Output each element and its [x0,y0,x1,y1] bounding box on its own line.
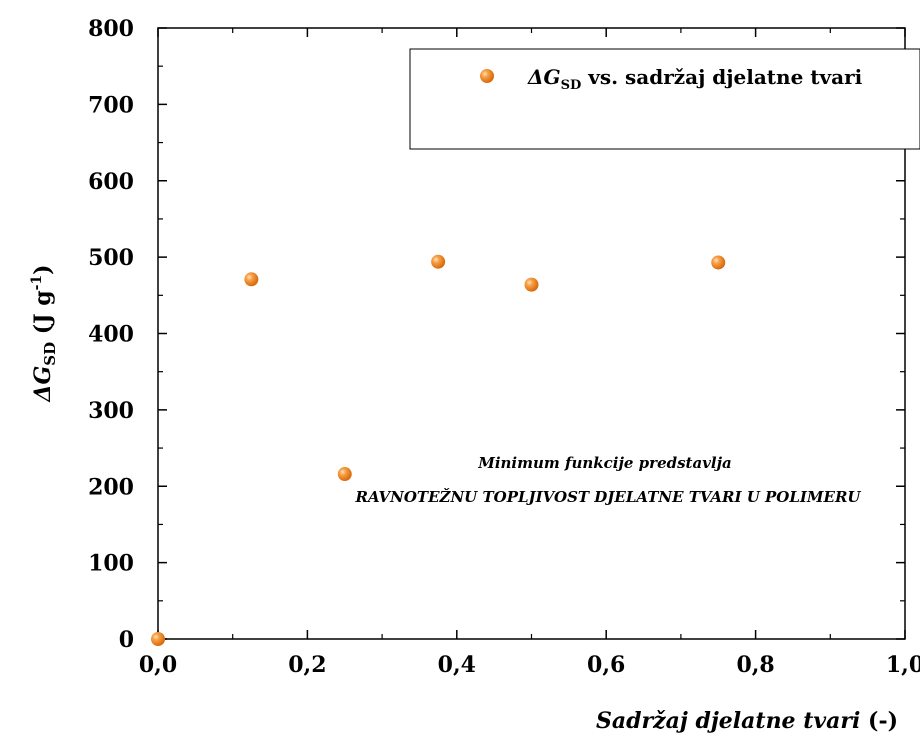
annotation-line-2: RAVNOTEŽNU TOPLJIVOST DJELATNE TVARI U P… [354,488,861,506]
legend-subscript: SD [561,78,582,93]
legend-label: ΔGSD vs. sadržaj djelatne tvari [527,65,863,93]
y-tick-label: 800 [88,16,134,42]
legend-box [409,48,920,150]
y-axis-title-unit: (J g [30,290,56,334]
y-tick-label: 0 [119,627,134,653]
y-tick-label: 500 [88,245,134,271]
y-axis-title-symbol: ΔG [30,366,56,403]
x-tick-label: 1,0 [886,652,920,678]
data-point [337,467,352,482]
data-point [431,254,446,269]
x-tick-label: 0,6 [587,652,625,678]
legend-symbol: ΔG [527,65,561,89]
legend-rest: vs. sadržaj djelatne tvari [581,65,862,89]
legend: ΔGSD vs. sadržaj djelatne tvari [409,48,920,150]
x-tick-label: 0,8 [736,652,774,678]
y-axis-title-exponent: -1 [29,275,45,291]
annotation-line-1: Minimum funkcije predstavlja [477,454,732,472]
y-axis-title-subscript: SD [41,342,59,366]
data-point [524,277,539,292]
x-tick-labels: 0,0 0,2 0,4 0,6 0,8 1,0 [139,652,920,678]
y-axis-title: ΔGSD (J g-1) [29,264,59,402]
y-axis-title-close: ) [30,264,56,274]
x-tick-label: 0,2 [288,652,326,678]
data-point [711,255,726,270]
data-point [151,632,165,646]
x-axis-title: Sadržaj djelatne tvari (-) [596,708,898,733]
y-tick-label: 100 [88,551,134,577]
y-tick-label: 200 [88,474,134,500]
x-tick-label: 0,4 [438,652,476,678]
x-tick-label: 0,0 [139,652,177,678]
y-tick-label: 600 [88,169,134,195]
y-tick-label: 700 [88,92,134,118]
data-point [244,272,259,287]
y-tick-labels: 0 100 200 300 400 500 600 700 800 [88,16,134,653]
x-axis-title-unit: (-) [868,708,898,733]
data-points [151,254,726,646]
y-tick-label: 400 [88,322,134,348]
legend-marker [480,69,494,83]
y-tick-label: 300 [88,398,134,424]
axis-ticks [157,27,906,640]
x-axis-title-main: Sadržaj djelatne tvari [596,708,860,733]
